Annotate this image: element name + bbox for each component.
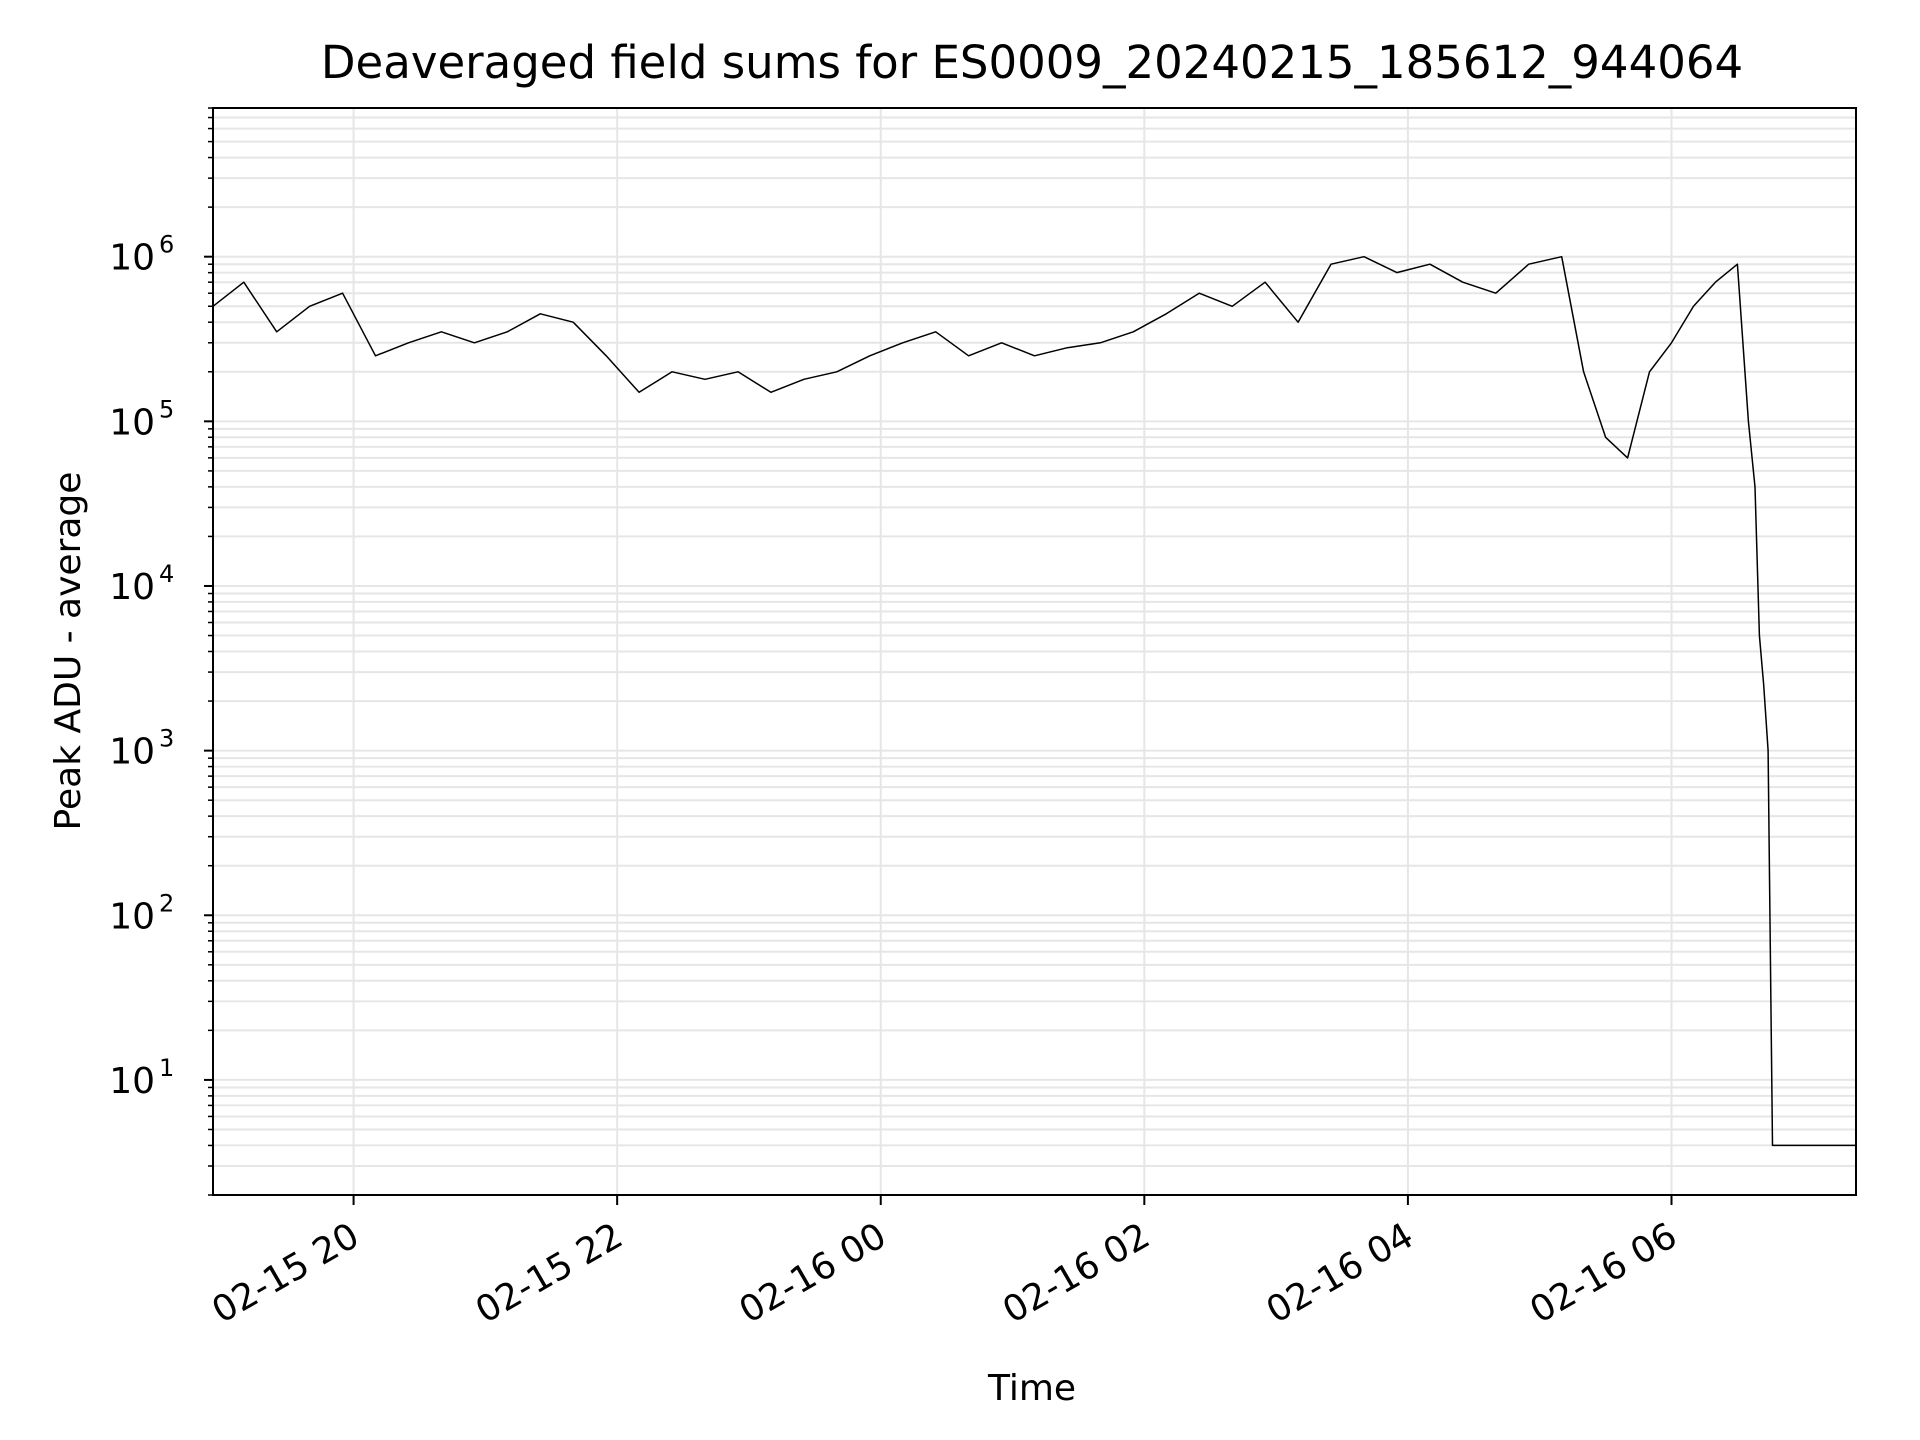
y-tick-exponent: 5 (159, 395, 174, 423)
y-tick-exponent: 4 (159, 560, 174, 588)
y-tick-exponent: 1 (159, 1054, 174, 1082)
series-layer (212, 255, 1856, 1147)
y-tick-exponent: 3 (159, 725, 174, 753)
y-tick-label: 10 (109, 567, 155, 608)
y-tick-label: 10 (109, 238, 155, 279)
y-tick-exponent: 6 (159, 231, 174, 259)
chart-title: Deaveraged field sums for ES0009_2024021… (321, 36, 1743, 89)
series-line-0 (212, 255, 1856, 1147)
grid-lines (213, 107, 1856, 1196)
y-axis-label: Peak ADU - average (48, 472, 89, 831)
y-tick-label: 10 (109, 732, 155, 773)
y-tick-label: 10 (109, 1061, 155, 1102)
y-tick-label: 10 (109, 896, 155, 937)
x-axis-label: Time (987, 1368, 1076, 1409)
y-tick-label: 10 (109, 402, 155, 443)
y-tick-exponent: 2 (159, 889, 174, 917)
